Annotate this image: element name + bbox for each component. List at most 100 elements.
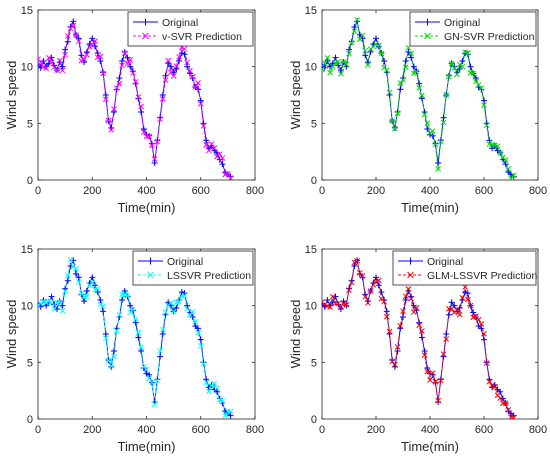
- data-point-cross: [64, 272, 71, 279]
- data-point-cross: [475, 82, 482, 88]
- data-point-cross: [146, 375, 153, 382]
- data-point-cross: [225, 170, 231, 177]
- data-point-cross: [456, 61, 463, 68]
- data-point-cross: [327, 69, 333, 76]
- data-point-cross: [56, 299, 63, 306]
- data-point-cross: [48, 299, 55, 306]
- data-point-cross: [75, 38, 82, 45]
- data-point-cross: [124, 60, 131, 67]
- data-point-cross: [157, 348, 163, 354]
- data-point-cross: [195, 329, 201, 336]
- data-point-cross: [467, 70, 474, 76]
- data-point-cross: [189, 308, 196, 315]
- data-point-cross: [429, 370, 436, 376]
- data-point-cross: [151, 156, 158, 162]
- x-tick-label: 600: [475, 424, 493, 436]
- data-point-cross: [327, 304, 333, 310]
- data-point-cross: [162, 309, 169, 316]
- x-tick-label: 0: [319, 424, 325, 436]
- data-point-cross: [440, 351, 447, 357]
- data-point-cross: [147, 271, 154, 279]
- data-point-cross: [351, 259, 358, 266]
- y-tick-label: 15: [305, 5, 317, 17]
- data-point-cross: [324, 54, 331, 61]
- data-point-cross: [94, 286, 101, 292]
- data-point-cross: [424, 368, 431, 375]
- data-point-cross: [219, 155, 226, 161]
- data-point-cross: [121, 291, 128, 298]
- legend-label: v-SVR Prediction: [162, 31, 242, 43]
- data-point-cross: [181, 46, 188, 52]
- data-point-cross: [375, 277, 382, 284]
- subplot-1: 0 200 400 600 800 0 5 10 15 Time(min) Wind speed Or…: [4, 5, 264, 215]
- data-point-cross: [100, 70, 106, 77]
- data-point-cross: [176, 298, 182, 305]
- data-point-cross: [365, 299, 371, 306]
- data-point-cross: [483, 360, 490, 366]
- data-point-cross: [329, 293, 336, 300]
- data-point-cross: [446, 73, 452, 80]
- data-point-cross: [383, 313, 390, 320]
- data-point-cross: [394, 344, 401, 350]
- data-point-cross: [40, 298, 47, 305]
- data-point-cross: [407, 271, 414, 279]
- y-tick-label: 15: [21, 5, 33, 17]
- data-point-cross: [389, 358, 396, 365]
- y-tick-label: 5: [311, 118, 317, 130]
- data-point-cross: [168, 69, 174, 76]
- data-point-cross: [149, 379, 155, 386]
- data-point-cross: [38, 300, 44, 307]
- data-point-cross: [373, 279, 379, 285]
- data-point-cross: [440, 119, 447, 126]
- data-point-cross: [511, 415, 517, 419]
- data-point-cross: [421, 111, 428, 118]
- data-point-cross: [78, 57, 85, 64]
- legend-box: [409, 11, 537, 47]
- data-point-cross: [168, 300, 174, 306]
- data-point-cross: [216, 151, 223, 157]
- data-point-cross: [486, 141, 493, 148]
- data-point-cross: [54, 67, 60, 73]
- data-point-cross: [108, 127, 115, 133]
- data-point-cross: [138, 344, 144, 351]
- data-point-cross: [510, 172, 517, 179]
- data-point-cross: [111, 106, 117, 113]
- data-point-cross: [200, 360, 207, 367]
- data-point-cross: [343, 61, 350, 68]
- data-point-cross: [443, 336, 450, 342]
- data-point-cross: [227, 408, 234, 415]
- data-point-cross: [432, 141, 439, 148]
- x-tick-label: 800: [246, 185, 264, 197]
- data-point-cross: [356, 269, 363, 276]
- data-point-cross: [151, 401, 158, 408]
- data-point-cross: [86, 43, 93, 50]
- data-point-cross: [43, 65, 49, 71]
- data-point-cross: [211, 380, 218, 387]
- x-tick-label: 200: [83, 424, 101, 436]
- data-point-cross: [73, 265, 79, 272]
- legend: Original GLM-LSSVR Prediction: [392, 250, 537, 286]
- data-point-cross: [478, 85, 485, 91]
- data-point-cross: [475, 316, 482, 323]
- data-point-cross: [181, 292, 188, 299]
- data-point-cross: [56, 57, 63, 64]
- data-point-cross: [394, 110, 401, 117]
- data-point-cross: [206, 388, 212, 395]
- data-point-cross: [505, 165, 512, 172]
- legend-label: LSSVR Prediction: [167, 270, 251, 282]
- data-point-cross: [497, 150, 504, 156]
- data-point-cross: [62, 51, 68, 58]
- data-point-cross: [408, 295, 414, 302]
- y-tick-label: 10: [305, 301, 317, 313]
- data-point-cross: [45, 54, 52, 61]
- y-tick-label: 0: [27, 175, 33, 187]
- data-point-cross: [491, 383, 498, 390]
- x-tick-label: 800: [246, 424, 264, 436]
- data-point-cross: [502, 157, 509, 163]
- x-tick-label: 800: [529, 185, 547, 197]
- data-point-cross: [322, 301, 328, 308]
- data-point-cross: [89, 41, 96, 48]
- y-tick-label: 10: [21, 301, 33, 313]
- data-point-cross: [451, 65, 458, 72]
